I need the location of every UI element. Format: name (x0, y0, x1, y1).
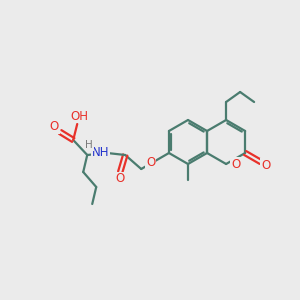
Text: O: O (146, 157, 155, 169)
Text: NH: NH (92, 146, 109, 158)
Text: O: O (116, 172, 125, 185)
Text: O: O (231, 158, 240, 170)
Text: O: O (261, 158, 271, 172)
Text: O: O (50, 121, 59, 134)
Text: OH: OH (70, 110, 88, 122)
Text: H: H (85, 140, 93, 150)
